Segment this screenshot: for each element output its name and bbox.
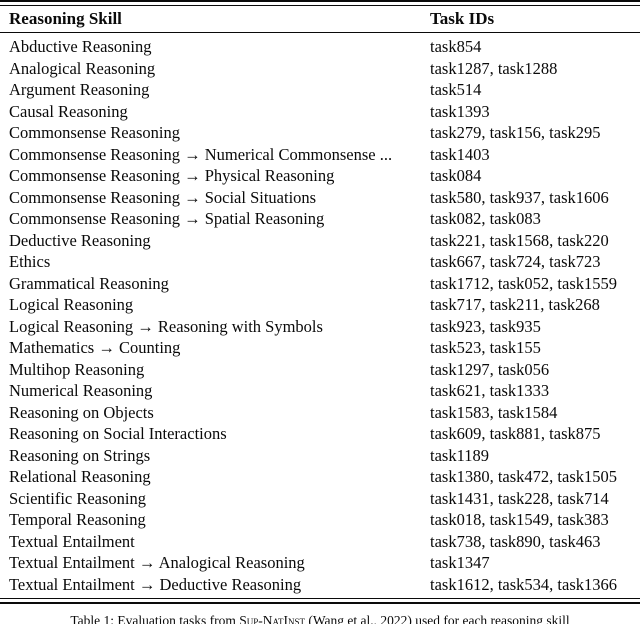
task-ids-cell: task523, task155 — [430, 338, 541, 357]
table-row: Commonsense Reasoning → Spatial Reasonin… — [0, 208, 640, 230]
table-row: Logical Reasoning task717, task211, task… — [0, 294, 640, 316]
skill-cell: Reasoning on Strings — [9, 445, 151, 465]
table-row: Textual Entailment → Deductive Reasoning… — [0, 574, 640, 596]
skill-cell: Temporal Reasoning — [9, 510, 146, 529]
skill-cell: Grammatical Reasoning — [9, 273, 169, 293]
task-ids-cell: task514 — [430, 80, 482, 99]
task-ids-cell: task082, task083 — [430, 209, 541, 228]
task-ids-cell: task621, task1333 — [430, 381, 550, 400]
column-header-task-ids: Task IDs — [430, 9, 495, 28]
skill-cell: Logical Reasoning — [9, 295, 134, 314]
table-row: Temporal Reasoning task018, task1549, ta… — [0, 509, 640, 531]
skill-cell: Mathematics → Counting — [9, 338, 181, 357]
table-row: Commonsense Reasoning → Social Situation… — [0, 187, 640, 209]
table-caption: Table 1: Evaluation tasks from Sup-NatIn… — [0, 612, 640, 624]
table-row: Analogical Reasoning task1287, task1288 — [0, 58, 640, 80]
skill-cell: Relational Reasoning — [9, 467, 151, 486]
skill-cell: Reasoning on Social Interactions — [9, 424, 227, 443]
skill-cell: Argument Reasoning — [9, 80, 150, 99]
table-row: Reasoning on Strings task1189 — [0, 445, 640, 467]
skill-cell: Analogical Reasoning — [9, 58, 156, 78]
skill-cell: Logical Reasoning → Reasoning with Symbo… — [9, 316, 323, 336]
skill-cell: Textual Entailment → Deductive Reasoning — [9, 574, 302, 594]
task-ids-cell: task1612, task534, task1366 — [430, 574, 617, 594]
table-row: Commonsense Reasoning → Numerical Common… — [0, 144, 640, 166]
task-ids-cell: task923, task935 — [430, 316, 541, 336]
table-row: Ethics task667, task724, task723 — [0, 251, 640, 273]
skill-cell: Commonsense Reasoning → Spatial Reasonin… — [9, 209, 325, 228]
table-row: Grammatical Reasoning task1712, task052,… — [0, 273, 640, 295]
table-row: Relational Reasoning task1380, task472, … — [0, 466, 640, 488]
table-row: Scientific Reasoning task1431, task228, … — [0, 488, 640, 510]
skill-cell: Textual Entailment — [9, 531, 135, 551]
task-ids-cell: task018, task1549, task383 — [430, 510, 609, 529]
column-header-reasoning-skill: Reasoning Skill — [9, 9, 122, 28]
task-ids-cell: task1583, task1584 — [430, 402, 558, 422]
table-row: Mathematics → Counting task523, task155 — [0, 337, 640, 359]
skill-cell: Deductive Reasoning — [9, 230, 151, 250]
skill-cell: Textual Entailment → Analogical Reasonin… — [9, 553, 305, 572]
skill-cell: Causal Reasoning — [9, 101, 128, 121]
table-row: Causal Reasoning task1393 — [0, 101, 640, 123]
table-row: Reasoning on Social Interactions task609… — [0, 423, 640, 445]
skill-cell: Multihop Reasoning — [9, 359, 145, 379]
task-ids-cell: task1380, task472, task1505 — [430, 467, 617, 486]
table-header-row: Reasoning Skill Task IDs — [0, 6, 640, 33]
skill-cell: Commonsense Reasoning → Numerical Common… — [9, 144, 393, 164]
task-ids-cell: task1297, task056 — [430, 359, 550, 379]
task-ids-cell: task667, task724, task723 — [430, 252, 601, 271]
task-ids-cell: task609, task881, task875 — [430, 424, 601, 443]
skill-cell: Commonsense Reasoning → Physical Reasoni… — [9, 166, 335, 185]
task-ids-cell: task1287, task1288 — [430, 58, 558, 78]
task-ids-cell: task738, task890, task463 — [430, 531, 601, 551]
task-ids-cell: task1712, task052, task1559 — [430, 273, 617, 293]
skill-cell: Numerical Reasoning — [9, 381, 153, 400]
task-ids-cell: task1393 — [430, 101, 490, 121]
task-ids-cell: task1431, task228, task714 — [430, 488, 609, 508]
task-ids-cell: task1403 — [430, 144, 490, 164]
table-row: Commonsense Reasoning → Physical Reasoni… — [0, 165, 640, 187]
table-row: Multihop Reasoning task1297, task056 — [0, 359, 640, 381]
task-ids-cell: task1189 — [430, 445, 489, 465]
task-ids-cell: task221, task1568, task220 — [430, 230, 609, 250]
skill-cell: Abductive Reasoning — [9, 37, 152, 56]
task-ids-cell: task854 — [430, 37, 482, 56]
skill-cell: Commonsense Reasoning — [9, 123, 180, 142]
table-row: Commonsense Reasoning task279, task156, … — [0, 122, 640, 144]
task-ids-cell: task279, task156, task295 — [430, 123, 601, 142]
task-ids-cell: task1347 — [430, 553, 490, 572]
table-row: Numerical Reasoning task621, task1333 — [0, 380, 640, 402]
table-row: Reasoning on Objects task1583, task1584 — [0, 402, 640, 424]
skill-cell: Commonsense Reasoning → Social Situation… — [9, 187, 317, 207]
table-row: Deductive Reasoning task221, task1568, t… — [0, 230, 640, 252]
skill-cell: Ethics — [9, 252, 51, 271]
table-row: Argument Reasoning task514 — [0, 79, 640, 101]
caption-prefix: Table 1: Evaluation tasks from — [70, 613, 240, 624]
table-row: Textual Entailment task738, task890, tas… — [0, 531, 640, 553]
table-bottom-rule — [0, 598, 640, 604]
skill-cell: Scientific Reasoning — [9, 488, 147, 508]
caption-suffix: (Wang et al., 2022) used for each reason… — [304, 613, 570, 624]
table-top-rule — [0, 0, 640, 6]
skill-cell: Reasoning on Objects — [9, 402, 154, 422]
caption-dataset-name: Sup-NatInst — [239, 613, 305, 624]
task-ids-cell: task084 — [430, 166, 482, 185]
table-row: Logical Reasoning → Reasoning with Symbo… — [0, 316, 640, 338]
table-body: Abductive Reasoning task854 Analogical R… — [0, 33, 640, 598]
task-ids-cell: task580, task937, task1606 — [430, 187, 609, 207]
table-row: Textual Entailment → Analogical Reasonin… — [0, 552, 640, 574]
task-ids-cell: task717, task211, task268 — [430, 295, 600, 314]
table-row: Abductive Reasoning task854 — [0, 36, 640, 58]
